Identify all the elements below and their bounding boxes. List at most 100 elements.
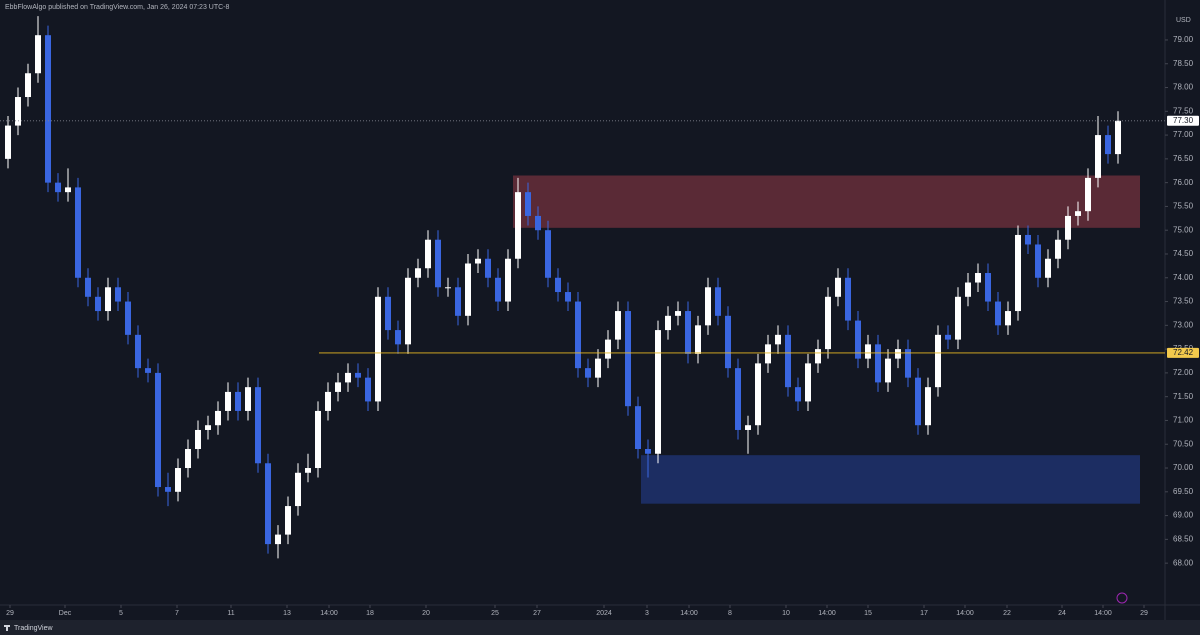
candle-body bbox=[385, 296, 391, 331]
candle-body bbox=[745, 425, 751, 430]
candle-body bbox=[565, 292, 571, 302]
candle-body bbox=[715, 287, 721, 316]
candle-body bbox=[995, 301, 1001, 326]
zone bbox=[641, 455, 1140, 504]
y-tick-label: 69.50 bbox=[1173, 487, 1194, 496]
y-tick-label: 76.00 bbox=[1173, 178, 1194, 187]
candle-body bbox=[165, 487, 171, 492]
header: EbbFlowAlgo published on TradingView.com… bbox=[5, 4, 230, 11]
candle-body bbox=[555, 277, 561, 293]
y-tick-label: 69.00 bbox=[1173, 511, 1194, 520]
footer-brand: TradingView bbox=[14, 625, 53, 632]
candle-body bbox=[155, 372, 161, 488]
candle-body bbox=[75, 187, 81, 278]
candle-body bbox=[265, 463, 271, 545]
candle-body bbox=[195, 429, 201, 449]
candle-body bbox=[975, 273, 981, 283]
candle-body bbox=[485, 258, 491, 278]
candle-body bbox=[1055, 239, 1061, 259]
candle-body bbox=[355, 372, 361, 378]
x-tick-label: 14:00 bbox=[956, 610, 974, 617]
y-tick-label: 70.00 bbox=[1173, 463, 1194, 472]
y-tick-label: 71.00 bbox=[1173, 416, 1194, 425]
candle-body bbox=[1115, 120, 1121, 155]
x-tick-label: 14:00 bbox=[818, 610, 836, 617]
candle-body bbox=[315, 410, 321, 469]
candle-body bbox=[505, 258, 511, 302]
candle-body bbox=[785, 334, 791, 388]
x-tick-label: 27 bbox=[533, 610, 541, 617]
currency: USD bbox=[1176, 17, 1191, 24]
candle-body bbox=[575, 301, 581, 369]
candle-body bbox=[425, 239, 431, 269]
y-tick-label: 73.00 bbox=[1173, 320, 1194, 329]
candle-body bbox=[605, 339, 611, 359]
zone bbox=[513, 175, 1140, 228]
candle-body bbox=[985, 273, 991, 302]
candle-body bbox=[135, 334, 141, 369]
candle-body bbox=[645, 448, 651, 454]
candle-body bbox=[695, 325, 701, 354]
candle-body bbox=[865, 344, 871, 359]
candle-body bbox=[775, 334, 781, 345]
candle-body bbox=[965, 282, 971, 297]
candle-body bbox=[955, 296, 961, 340]
price-label-box bbox=[1167, 347, 1199, 358]
candle-body bbox=[295, 472, 301, 507]
candle-body bbox=[205, 425, 211, 430]
candle-body bbox=[855, 320, 861, 359]
candle-body bbox=[735, 368, 741, 430]
footer-bar bbox=[0, 620, 1200, 635]
y-tick-label: 79.00 bbox=[1173, 35, 1194, 44]
candle-body bbox=[125, 301, 131, 335]
candle-body bbox=[585, 368, 591, 378]
candle-body bbox=[225, 391, 231, 411]
candle-body bbox=[115, 287, 121, 302]
candle-body bbox=[925, 387, 931, 426]
candle-body bbox=[345, 372, 351, 383]
candle-body bbox=[1045, 258, 1051, 278]
x-tick-label: 5 bbox=[119, 610, 123, 617]
candle-body bbox=[275, 534, 281, 545]
candle-body bbox=[35, 35, 41, 74]
x-tick-label: 8 bbox=[728, 610, 732, 617]
x-tick-label: 11 bbox=[227, 610, 234, 617]
candle-body bbox=[795, 387, 801, 402]
candle-body bbox=[595, 358, 601, 378]
y-tick-label: 78.00 bbox=[1173, 83, 1194, 92]
candle-body bbox=[765, 344, 771, 364]
y-tick-label: 76.50 bbox=[1173, 154, 1194, 163]
candle-body bbox=[615, 311, 621, 340]
candle-body bbox=[5, 125, 11, 159]
x-tick-label: 29 bbox=[1140, 610, 1148, 617]
y-tick-label: 72.00 bbox=[1173, 368, 1194, 377]
candle-body bbox=[65, 187, 71, 193]
y-tick-label: 68.50 bbox=[1173, 534, 1194, 543]
price-label: 72.42 bbox=[1173, 348, 1194, 357]
y-tick-label: 74.50 bbox=[1173, 249, 1194, 258]
candle-body bbox=[1085, 177, 1091, 212]
y-tick-label: 75.50 bbox=[1173, 202, 1194, 211]
x-tick-label: 14:00 bbox=[320, 610, 338, 617]
candle-body bbox=[835, 277, 841, 297]
x-tick-label: 14:00 bbox=[680, 610, 698, 617]
candle-body bbox=[15, 97, 21, 126]
candle-body bbox=[175, 468, 181, 492]
candle-body bbox=[245, 387, 251, 411]
candle-body bbox=[1035, 244, 1041, 278]
candle-body bbox=[325, 391, 331, 411]
candle-body bbox=[945, 334, 951, 340]
candle-body bbox=[495, 277, 501, 302]
candle-body bbox=[375, 296, 381, 402]
x-tick-label: 15 bbox=[864, 610, 872, 617]
x-tick-label: 24 bbox=[1058, 610, 1066, 617]
candle-body bbox=[675, 311, 681, 316]
y-tick-label: 78.50 bbox=[1173, 59, 1194, 68]
candle-body bbox=[445, 287, 451, 289]
candle-body bbox=[465, 263, 471, 316]
x-tick-label: 25 bbox=[491, 610, 499, 617]
candle-body bbox=[1075, 211, 1081, 216]
candle-body bbox=[85, 277, 91, 297]
candle-body bbox=[885, 358, 891, 383]
